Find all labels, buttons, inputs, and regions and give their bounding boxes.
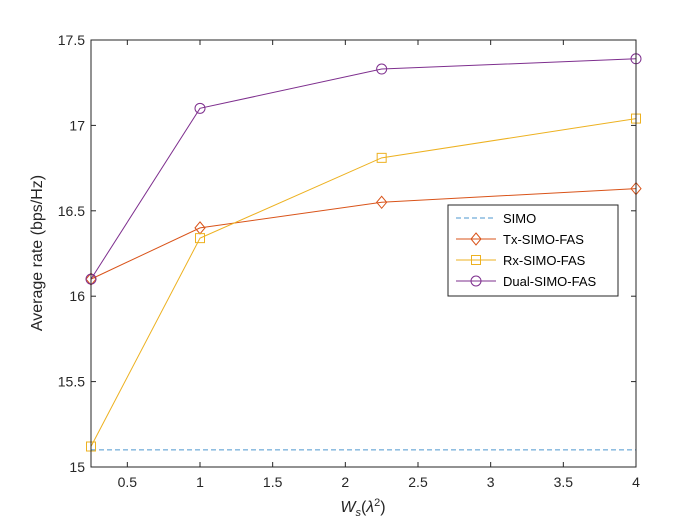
x-tick-label: 4: [632, 474, 640, 490]
y-tick-label: 17: [69, 117, 85, 133]
legend-label: Rx-SIMO-FAS: [503, 253, 586, 268]
legend-label: Dual-SIMO-FAS: [503, 274, 597, 289]
legend-label: Tx-SIMO-FAS: [503, 232, 584, 247]
data-point: [194, 102, 206, 114]
legend: SIMO Tx-SIMO-FAS Rx-SIMO-FAS Dual-SIMO-FAS: [447, 204, 619, 297]
series-line: [90, 58, 637, 280]
series-line: [90, 118, 637, 447]
data-point: [195, 233, 205, 244]
x-tick-label: 3: [487, 474, 495, 490]
y-tick-label: 15.5: [58, 374, 85, 390]
series-line: [90, 188, 637, 280]
data-point: [376, 195, 388, 210]
axes-box: [90, 39, 637, 468]
x-tick-label: 2: [341, 474, 349, 490]
legend-label: SIMO: [503, 211, 536, 226]
legend-marker: [470, 232, 482, 246]
legend-item: Dual-SIMO-FAS: [456, 274, 597, 289]
y-tick-label: 16: [69, 288, 85, 304]
x-tick-label: 0.5: [118, 474, 138, 490]
y-tick-label: 17.5: [58, 32, 85, 48]
x-tick-label: 1: [196, 474, 204, 490]
x-axis-label: Ws(λ2): [340, 497, 385, 519]
x-tick-label: 3.5: [554, 474, 574, 490]
y-tick-label: 16.5: [58, 203, 85, 219]
x-tick-label: 1.5: [263, 474, 283, 490]
y-tick-label: 15: [69, 459, 85, 475]
legend-item: Tx-SIMO-FAS: [456, 232, 584, 247]
y-axis-label: Average rate (bps/Hz): [29, 175, 46, 331]
series-layer: [85, 53, 642, 452]
data-point: [376, 63, 388, 75]
data-point: [376, 152, 387, 163]
legend-item: SIMO: [456, 211, 536, 226]
x-tick-label: 2.5: [408, 474, 428, 490]
legend-item: Rx-SIMO-FAS: [456, 253, 586, 268]
legend-marker: [470, 275, 482, 287]
axes-layer: 0.5 1 1.5 2 2.5 3 3.5 4 15 15.5 16 16.5 17 17.5: [58, 32, 640, 490]
legend-marker: [471, 255, 481, 265]
